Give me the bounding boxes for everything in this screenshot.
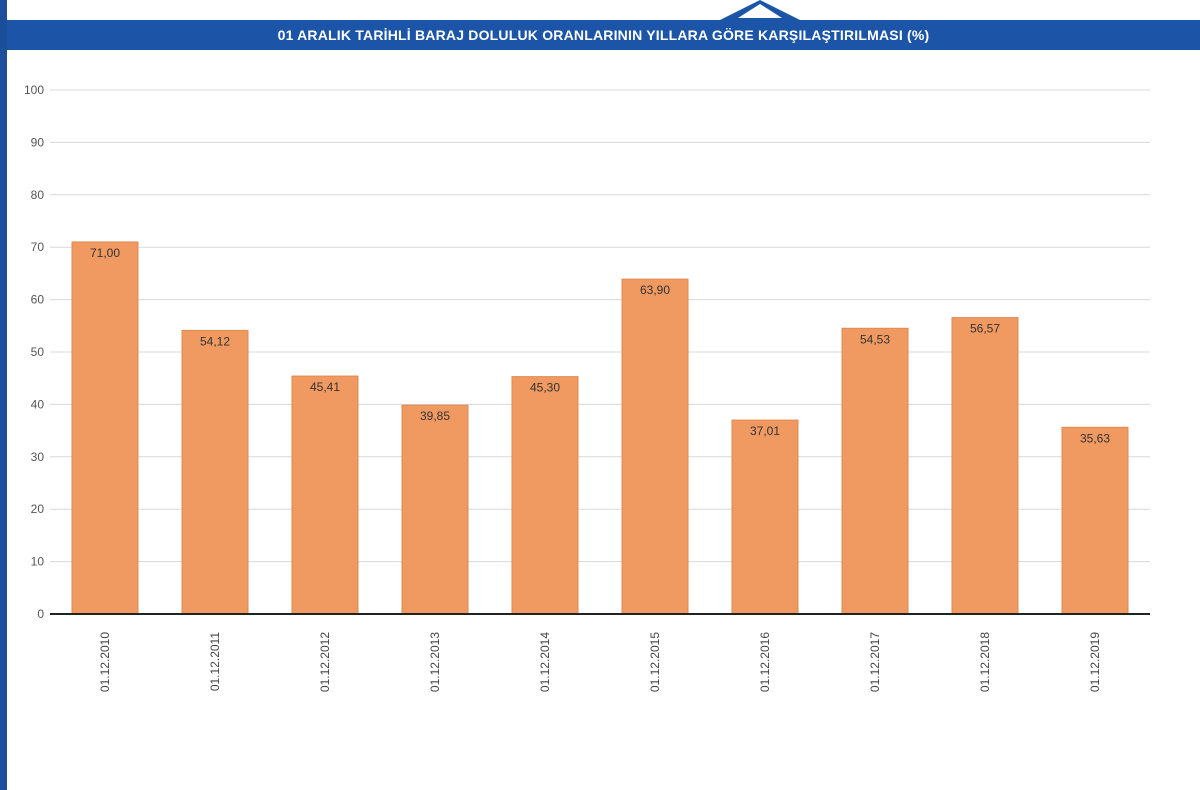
- y-tick-label: 40: [31, 397, 45, 411]
- y-axis-ticks: 0 10 20 30 40 50 60 70 80 90 100: [24, 83, 44, 621]
- y-tick-label: 50: [31, 345, 45, 359]
- bar: [181, 329, 249, 615]
- x-tick-label: 01.12.2013: [428, 632, 442, 692]
- bars: [71, 241, 1129, 615]
- bar: [401, 404, 469, 615]
- x-tick-label: 01.12.2014: [538, 632, 552, 692]
- y-tick-label: 70: [31, 240, 45, 254]
- y-tick-label: 80: [31, 188, 45, 202]
- y-tick-label: 100: [24, 83, 44, 97]
- bar-value-label: 45,41: [310, 380, 340, 394]
- x-tick-label: 01.12.2019: [1088, 632, 1102, 692]
- bar: [731, 419, 799, 615]
- bar-value-label: 56,57: [970, 322, 1000, 336]
- left-frame-border: [0, 0, 7, 790]
- bar: [951, 317, 1019, 615]
- bar-value-label: 71,00: [90, 246, 120, 260]
- bar-value-labels: 71,00 54,12 45,41 39,85 45,30 63,90 37,01 54,53…: [90, 246, 1110, 445]
- bar: [621, 278, 689, 615]
- x-tick-label: 01.12.2016: [758, 632, 772, 692]
- y-tick-label: 0: [37, 607, 44, 621]
- x-axis-ticks: 01.12.2010 01.12.2011 01.12.2012 01.12.2013…: [98, 632, 1102, 692]
- x-tick-label: 01.12.2010: [98, 632, 112, 692]
- y-tick-label: 30: [31, 450, 45, 464]
- bar: [841, 327, 909, 615]
- bar: [1061, 426, 1129, 615]
- bar: [511, 376, 579, 615]
- y-tick-label: 10: [31, 555, 45, 569]
- bar-value-label: 45,30: [530, 381, 560, 395]
- header-notch-inner: [738, 4, 782, 18]
- bar: [71, 241, 139, 615]
- bar-value-label: 54,53: [860, 332, 890, 346]
- chart-title: 01 ARALIK TARİHLİ BARAJ DOLULUK ORANLARI…: [7, 20, 1200, 50]
- bar-value-label: 35,63: [1080, 431, 1110, 445]
- x-tick-label: 01.12.2012: [318, 632, 332, 692]
- y-tick-label: 20: [31, 502, 45, 516]
- y-tick-label: 60: [31, 293, 45, 307]
- bar-value-label: 63,90: [640, 283, 670, 297]
- x-tick-label: 01.12.2011: [208, 632, 222, 691]
- bar-value-label: 54,12: [200, 334, 230, 348]
- x-tick-label: 01.12.2018: [978, 632, 992, 692]
- bar-value-label: 37,01: [750, 424, 780, 438]
- x-tick-label: 01.12.2017: [868, 632, 882, 692]
- bar-value-label: 39,85: [420, 409, 450, 423]
- y-tick-label: 90: [31, 135, 45, 149]
- bar: [291, 375, 359, 615]
- x-tick-label: 01.12.2015: [648, 632, 662, 692]
